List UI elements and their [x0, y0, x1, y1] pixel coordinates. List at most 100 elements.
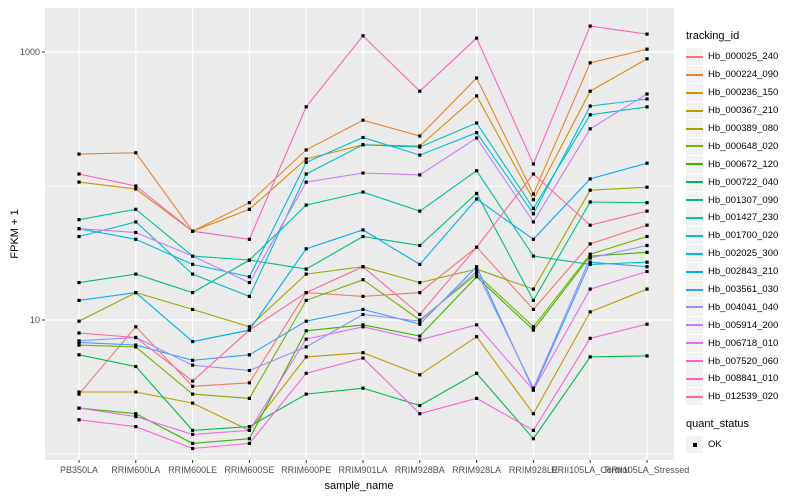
data-point — [475, 267, 479, 271]
legend-label: Hb_000389_080 — [708, 123, 779, 134]
legend-line-sample — [686, 55, 703, 58]
data-point — [304, 371, 308, 375]
data-point — [304, 345, 308, 349]
data-point — [418, 281, 422, 285]
data-point — [77, 418, 81, 422]
data-point — [361, 356, 365, 360]
data-point — [531, 388, 535, 392]
legend-label: Hb_000672_120 — [708, 158, 779, 170]
x-axis-title: sample_name — [324, 480, 394, 492]
data-point — [475, 169, 479, 173]
data-point — [247, 425, 251, 429]
data-point — [588, 310, 592, 314]
data-point — [361, 386, 365, 390]
data-point — [531, 212, 535, 216]
legend-label: Hb_006718_010 — [708, 337, 779, 349]
legend-item-Hb_006718_010: Hb_006718_010 — [686, 334, 798, 352]
data-point — [247, 258, 251, 262]
data-point — [645, 250, 649, 254]
data-point — [645, 209, 649, 213]
data-point — [304, 160, 308, 164]
data-point — [134, 415, 138, 419]
legend-label: Hb_000236_150 — [708, 87, 779, 99]
data-point — [191, 272, 195, 276]
data-point — [191, 262, 195, 266]
legend-label: Hb_002025_300 — [708, 248, 779, 260]
legend-line-sample — [686, 324, 703, 327]
data-point — [191, 358, 195, 362]
data-point — [304, 157, 308, 161]
data-point — [645, 185, 649, 189]
data-point — [304, 298, 308, 302]
legend-key-swatch — [686, 84, 703, 102]
legend-line-sample — [686, 234, 703, 237]
data-point — [475, 265, 479, 269]
data-point — [588, 242, 592, 246]
legend-line-sample — [686, 377, 703, 380]
data-point — [191, 307, 195, 311]
data-point — [531, 192, 535, 196]
data-point — [645, 354, 649, 358]
data-point — [304, 267, 308, 271]
data-point — [361, 294, 365, 298]
data-point — [645, 105, 649, 109]
legend-key-swatch — [686, 263, 703, 281]
legend-item-Hb_004041_040: Hb_004041_040 — [686, 298, 798, 316]
legend-item-Hb_000236_150: Hb_000236_150 — [686, 84, 798, 102]
data-point — [361, 34, 365, 38]
data-point — [134, 272, 138, 276]
data-point — [418, 173, 422, 177]
data-point — [531, 198, 535, 202]
data-point — [588, 223, 592, 227]
data-point — [588, 127, 592, 131]
legend-key-swatch — [686, 120, 703, 137]
legend-item-Hb_007520_060: Hb_007520_060 — [686, 352, 798, 370]
data-point — [191, 384, 195, 388]
x-tick-label: RRIM928BA — [395, 465, 445, 475]
data-point — [361, 234, 365, 239]
legend-item-Hb_000367_210: Hb_000367_210 — [686, 102, 798, 120]
data-point — [588, 262, 592, 266]
data-point — [588, 188, 592, 192]
data-point — [588, 104, 592, 108]
legend-item-Hb_000025_240: Hb_000025_240 — [686, 48, 798, 66]
data-point — [304, 329, 308, 333]
legend-section-quant-status: quant_status OK — [686, 418, 798, 454]
data-point — [77, 172, 81, 176]
data-point — [588, 61, 592, 65]
data-point — [361, 323, 365, 327]
data-point — [531, 220, 535, 224]
x-tick-label: RRIM928LA — [452, 465, 501, 475]
data-point — [588, 287, 592, 291]
data-point — [475, 36, 479, 40]
data-point — [361, 190, 365, 194]
data-point — [304, 272, 308, 276]
legend: tracking_id Hb_000025_240 Hb_000224_090 Hb… — [686, 30, 798, 454]
data-point — [247, 381, 251, 385]
data-point — [645, 32, 649, 36]
data-point — [304, 203, 308, 207]
data-point — [304, 105, 308, 109]
data-point — [475, 245, 479, 249]
data-point — [304, 319, 308, 323]
legend-line-sample — [686, 288, 703, 291]
data-point — [418, 89, 422, 93]
data-point — [531, 437, 535, 441]
x-tick-label: RRIM600LA — [111, 465, 160, 475]
legend-label: Hb_007520_060 — [708, 355, 779, 367]
data-point — [475, 94, 479, 98]
data-point — [134, 151, 138, 155]
data-point — [134, 220, 138, 224]
legend-label: Hb_005914_200 — [708, 319, 779, 331]
legend-item-Hb_002843_210: Hb_002843_210 — [686, 263, 798, 281]
data-point — [418, 243, 422, 248]
data-point — [247, 441, 251, 445]
data-point — [361, 325, 365, 329]
data-point — [418, 334, 422, 338]
data-point — [304, 392, 308, 396]
data-point — [645, 234, 649, 239]
data-point — [361, 118, 365, 122]
legend-item-Hb_000389_080: Hb_000389_080 — [686, 120, 798, 138]
data-point — [531, 162, 535, 166]
